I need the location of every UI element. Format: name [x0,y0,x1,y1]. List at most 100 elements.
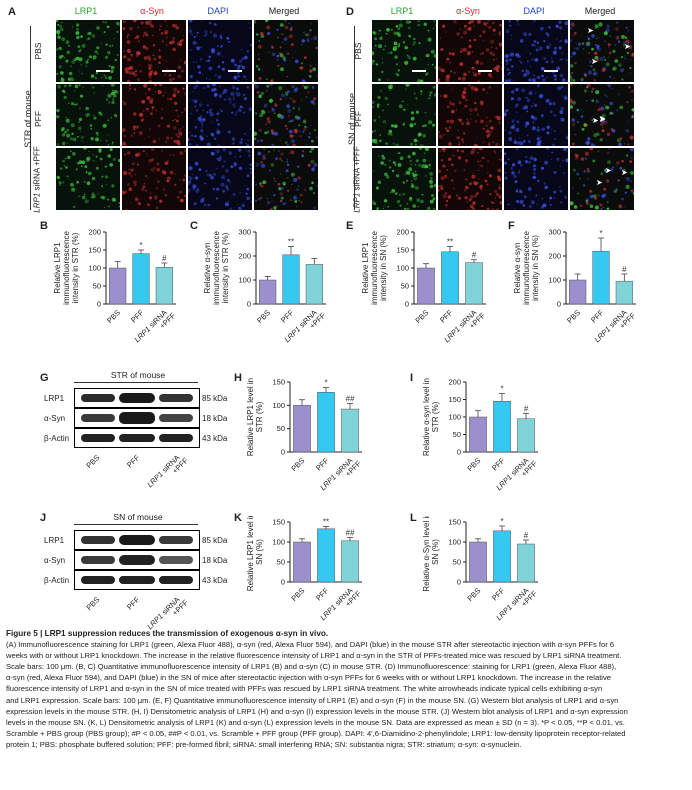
bar [493,530,511,583]
blot-g-row-actin: β-Actin [44,434,70,443]
x-tick-label: PBS [84,453,101,470]
micrograph-tile [188,84,252,146]
y-axis-label: Relative α-syn level inSTR (%) [422,378,440,456]
y-tick-label: 50 [277,424,285,433]
y-tick-label: 300 [238,228,251,237]
micrograph-tile [122,20,186,82]
x-tick-label: PFF [589,308,606,325]
y-tick-label: 150 [88,246,101,255]
y-tick-label: 0 [457,578,461,587]
significance-mark: # [524,405,529,414]
blot-j-kda-asyn: 18 kDa [202,556,228,565]
caption-line: weeks with or without LRP1 knockdown. Th… [6,651,622,661]
micrograph-grid-d: ➤ ➤ ➤ ➤ ➤ ➤ ➤ ➤ ➤ [372,20,636,212]
x-tick-label: PFF [129,308,146,325]
x-tick-label: PFF [490,456,507,473]
chart-h: Relative LRP1 level inSTR (%) 0 50 100 150 * #… [246,378,363,493]
micrograph-tile: ➤➤➤ [570,20,634,82]
x-tick-label: PBS [105,308,122,325]
caption-line: α-syn (red, Alexa Fluor 594), and DAPI (… [6,673,612,683]
y-axis-label: Relative LRP1immunofluorescenceintensity… [361,231,388,305]
panel-letter-d: D [346,6,354,18]
panel-letter-l: L [410,512,417,524]
bar [317,392,335,453]
row-label-sirna-a: LRP1 siRNA +PFF [32,146,42,213]
significance-mark: ** [288,237,294,246]
y-tick-label: 100 [548,276,561,285]
y-tick-label: 150 [272,378,285,387]
y-tick-label: 50 [401,282,409,291]
chart-c: Relative α-synimmunofluorescenceintensit… [203,228,328,345]
significance-mark: ** [447,237,453,246]
panel-letter-f: F [508,220,515,232]
x-tick-label: PFF [438,308,455,325]
chart-l: Relative α-Syn level inSN (%) 0 50 100 150 * #… [422,516,539,622]
caption-line: fluorescence intensity of LRP1 and α-syn… [6,684,603,694]
bar [592,250,610,305]
micrograph-tile [438,20,502,82]
y-tick-label: 100 [448,413,461,422]
row-label-pbs-d: PBS [353,42,363,60]
svg-text:➤: ➤ [587,26,594,35]
bar [341,540,359,583]
y-tick-label: 50 [453,558,461,567]
panel-letter-j: J [40,512,47,524]
micrograph-tile [438,148,502,210]
y-tick-label: 200 [396,228,409,237]
blot-g-actin [74,428,200,448]
micrograph-tile [56,148,120,210]
micrograph-tile [254,84,318,146]
channel-label-merged-d: Merged [584,6,616,16]
x-tick-label: PBS [413,308,430,325]
y-tick-label: 100 [238,276,251,285]
micrograph-tile [122,148,186,210]
bar [293,405,311,453]
y-tick-label: 300 [548,228,561,237]
x-tick-label: PFF [125,595,142,612]
panel-letter-g: G [40,372,49,384]
blot-j-lrp1 [74,530,200,550]
significance-mark: * [139,241,142,250]
significance-mark: # [622,265,627,274]
panel-letter-h: H [234,372,242,384]
significance-mark: # [472,251,477,260]
panel-letter-e: E [346,220,354,232]
row-label-sirna-d: LRP1 siRNA +PFF [352,146,362,213]
caption-title: Figure 5 | LRP1 suppression reduces the … [6,629,329,638]
y-tick-label: 0 [457,448,461,457]
y-tick-label: 0 [405,300,409,309]
x-tick-label: LRP1 siRNA+PFF [145,450,190,492]
y-tick-label: 100 [448,538,461,547]
micrograph-tile [188,20,252,82]
significance-mark: ## [346,529,355,538]
micrograph-tile: ➤➤➤ [570,148,634,210]
micrograph-tile [188,148,252,210]
bar [293,541,311,583]
bar [441,251,459,305]
blot-j-title-line [74,524,198,525]
significance-mark: * [500,517,503,526]
y-axis-label: Relative α-synimmunofluorescenceintensit… [203,231,230,305]
y-axis-label: Relative α-Syn level inSN (%) [422,516,440,592]
group-label-str: STR of mouse [23,90,33,148]
y-tick-label: 0 [281,448,285,457]
micrograph-tile [438,84,502,146]
channel-label-lrp1-d: LRP1 [390,6,414,16]
blot-g-lrp1 [74,388,200,408]
significance-mark: * [500,385,503,394]
channel-label-dapi-d: DAPI [523,6,545,16]
panel-letter-i: I [410,372,414,384]
micrograph-tile [372,148,436,210]
bar [517,418,535,453]
blot-j-row-lrp1: LRP1 [44,536,65,545]
x-tick-label: PFF [279,308,296,325]
bar [493,401,511,453]
bar [469,416,487,453]
blot-g-row-lrp1: LRP1 [44,394,65,403]
blot-g-kda-asyn: 18 kDa [202,414,228,423]
micrograph-tile [372,84,436,146]
panel-letter-c: C [190,220,198,232]
y-tick-label: 200 [548,252,561,261]
svg-text:➤: ➤ [591,57,598,66]
